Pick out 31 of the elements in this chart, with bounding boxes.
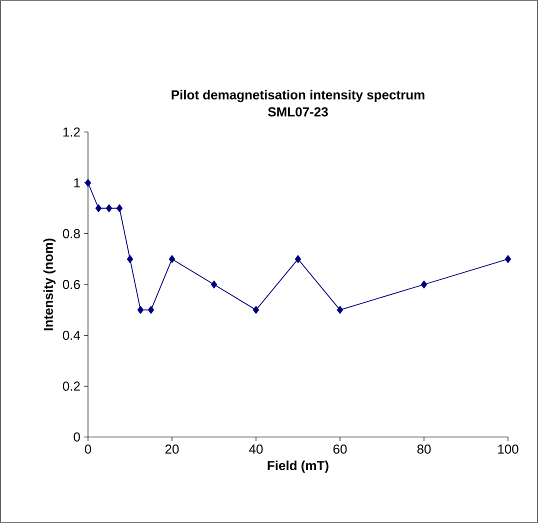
y-tick-label: 0.4 (62, 330, 80, 340)
x-tick-label: 40 (249, 444, 263, 454)
point (84, 178, 92, 187)
point (106, 204, 112, 212)
point (504, 255, 512, 264)
point (252, 306, 260, 314)
point (148, 306, 154, 314)
x-tick-label: 80 (417, 444, 431, 454)
point (336, 306, 344, 314)
chart-subtitle: SML07-23 (268, 107, 328, 116)
point (420, 280, 428, 288)
chart-title: Pilot demagnetisation intensity spectrum (172, 90, 424, 102)
y-axis-title: Intensity (nom) (43, 238, 56, 330)
point (126, 255, 134, 264)
x-axis-title: Field (mT) (268, 460, 328, 473)
x-tick-label: 20 (165, 444, 179, 454)
point (95, 204, 102, 212)
x-tick-label: 0 (84, 444, 92, 454)
point (116, 204, 123, 212)
point (210, 280, 218, 288)
y-tick-label: 1 (74, 178, 80, 188)
point (294, 255, 302, 264)
y-tick-label: 0.6 (62, 280, 80, 290)
point (168, 255, 176, 264)
y-tick-label: 1.2 (63, 127, 80, 137)
y-tick-label: 0.8 (62, 229, 80, 238)
point (137, 306, 144, 314)
x-tick-label: 100 (498, 444, 518, 454)
y-tick-label: 0.2 (62, 382, 80, 391)
y-tick-label: 0 (74, 432, 80, 442)
x-tick-label: 60 (333, 444, 347, 454)
